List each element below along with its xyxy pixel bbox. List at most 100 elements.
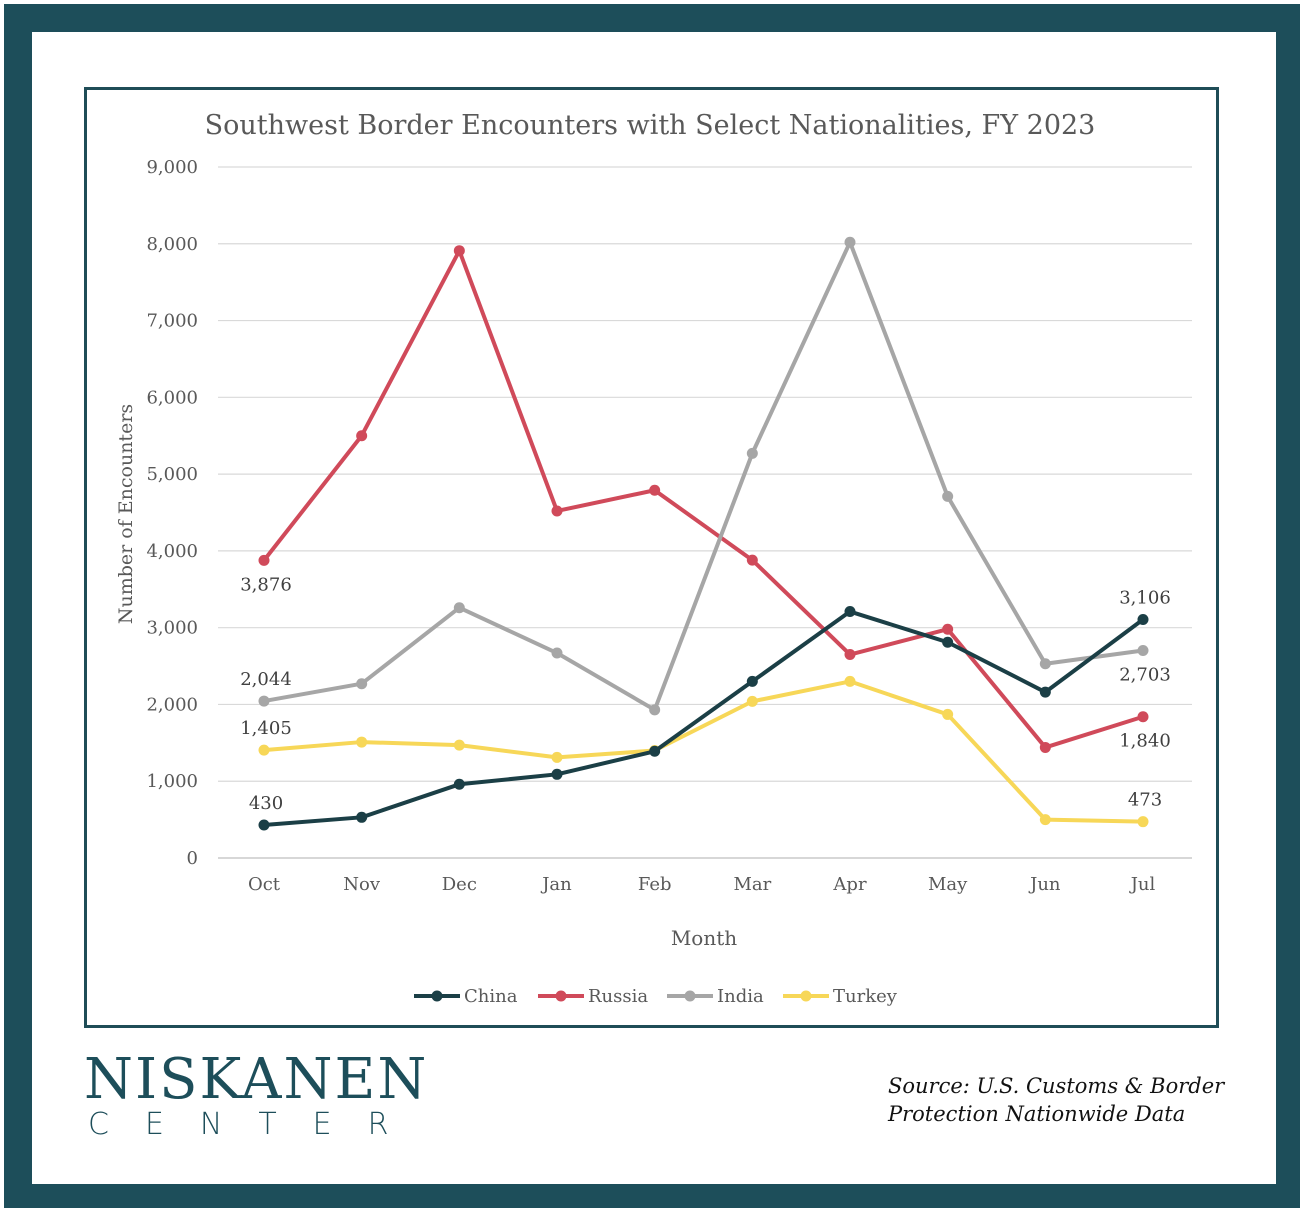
chart-title: Southwest Border Encounters with Select … <box>205 110 1096 141</box>
data-label: 430 <box>249 793 283 814</box>
data-point-russia <box>746 554 758 566</box>
data-label: 1,405 <box>240 718 292 739</box>
inner-panel <box>32 32 1276 1184</box>
legend: China Russia India Turkey <box>414 986 898 1007</box>
legend-swatch-marker <box>800 990 812 1002</box>
series-line-india <box>263 240 1144 712</box>
y-tick-label: 3,000 <box>146 618 198 639</box>
data-point-turkey <box>551 751 563 763</box>
x-tick-label: Mar <box>733 874 771 895</box>
data-label: 2,703 <box>1119 664 1171 685</box>
legend-label: Turkey <box>833 986 898 1007</box>
data-point-russia <box>356 430 368 442</box>
series-line-russia <box>262 248 1144 750</box>
legend-swatch-marker <box>431 990 443 1002</box>
y-tick-label: 2,000 <box>146 694 198 715</box>
source-line-2: Protection Nationwide Data <box>888 1102 1186 1126</box>
series-line-turkey <box>263 679 1144 824</box>
series-china <box>258 606 1149 831</box>
y-axis-label: Number of Encounters <box>115 404 137 624</box>
data-point-india <box>844 236 856 248</box>
legend-item-turkey: Turkey <box>783 986 898 1007</box>
y-tick-label: 7,000 <box>146 311 198 332</box>
x-tick-label: Dec <box>442 874 477 895</box>
x-tick-label: Jun <box>1028 874 1061 895</box>
data-point-russia <box>453 245 465 257</box>
data-point-china <box>942 636 954 648</box>
chart-border <box>84 87 1219 1028</box>
data-label: 473 <box>1128 790 1162 811</box>
data-point-india <box>1039 658 1051 670</box>
x-tick-label: Nov <box>343 874 381 895</box>
data-point-china <box>844 606 856 618</box>
data-point-china <box>453 778 465 790</box>
x-tick-label: May <box>928 874 968 895</box>
y-tick-label: 5,000 <box>146 464 198 485</box>
data-point-china <box>1039 686 1051 698</box>
data-point-india <box>551 647 563 659</box>
y-tick-label: 0 <box>187 848 198 869</box>
y-tick-label: 4,000 <box>146 541 198 562</box>
series-india <box>258 236 1149 716</box>
data-point-india <box>649 704 661 716</box>
niskanen-logo-text: NISKANEN <box>84 1047 429 1112</box>
legend-label: India <box>717 986 764 1007</box>
y-tick-labels: 0 1,000 2,000 3,000 4,000 5,000 6,000 7,000 8,00… <box>146 157 198 869</box>
data-point-india <box>258 695 270 707</box>
data-point-turkey <box>942 708 954 720</box>
legend-item-india: India <box>667 986 764 1007</box>
legend-item-russia: Russia <box>538 986 648 1007</box>
data-label: 3,876 <box>240 574 292 595</box>
series-line-china <box>263 609 1145 827</box>
x-tick-label: Feb <box>638 874 672 895</box>
data-point-turkey <box>258 744 270 756</box>
gridlines <box>218 166 1192 859</box>
data-point-russia <box>649 484 661 496</box>
data-point-china <box>551 768 563 780</box>
data-point-russia <box>258 554 270 566</box>
legend-item-china: China <box>414 986 518 1007</box>
data-labels: 3,876 2,044 1,405 430 3,106 2,703 1,840 473 <box>240 574 1171 814</box>
data-point-china <box>356 811 368 823</box>
data-point-turkey <box>746 695 758 707</box>
y-tick-label: 6,000 <box>146 387 198 408</box>
data-point-turkey <box>1039 814 1051 826</box>
center-logo-text: CENTER <box>88 1107 425 1142</box>
data-point-russia <box>551 505 563 517</box>
series-turkey <box>258 675 1149 828</box>
legend-label: China <box>464 986 518 1007</box>
source-note: Source: U.S. Customs & Border Protection… <box>888 1072 1268 1128</box>
legend-swatch-marker <box>684 990 696 1002</box>
data-point-china <box>1137 614 1149 626</box>
data-point-turkey <box>1137 816 1149 828</box>
legend-label: Russia <box>588 986 648 1007</box>
data-point-india <box>746 447 758 459</box>
legend-swatch-marker <box>555 990 567 1002</box>
data-label: 1,840 <box>1119 731 1171 752</box>
y-tick-label: 9,000 <box>146 157 198 178</box>
x-tick-label: Jan <box>540 874 572 895</box>
x-axis-label: Month <box>671 926 737 950</box>
data-label: 2,044 <box>240 669 292 690</box>
data-point-india <box>942 490 954 502</box>
series-lines <box>258 236 1149 831</box>
data-point-turkey <box>356 736 368 748</box>
data-point-china <box>746 675 758 687</box>
data-point-india <box>453 602 465 614</box>
data-label: 3,106 <box>1119 588 1171 609</box>
source-line-1: Source: U.S. Customs & Border <box>888 1074 1225 1098</box>
data-point-turkey <box>453 739 465 751</box>
x-tick-label: Jul <box>1129 874 1156 895</box>
x-tick-label: Apr <box>832 874 867 895</box>
data-point-russia <box>844 649 856 661</box>
outer-frame <box>4 4 1300 1208</box>
y-tick-label: 1,000 <box>146 771 198 792</box>
series-russia <box>258 245 1149 753</box>
x-tick-labels: Oct Nov Dec Jan Feb Mar Apr May Jun Jul <box>248 874 1156 895</box>
x-tick-label: Oct <box>248 874 281 895</box>
data-point-turkey <box>844 675 856 687</box>
data-point-russia <box>942 623 954 635</box>
y-tick-label: 8,000 <box>146 234 198 255</box>
data-point-india <box>356 678 368 690</box>
